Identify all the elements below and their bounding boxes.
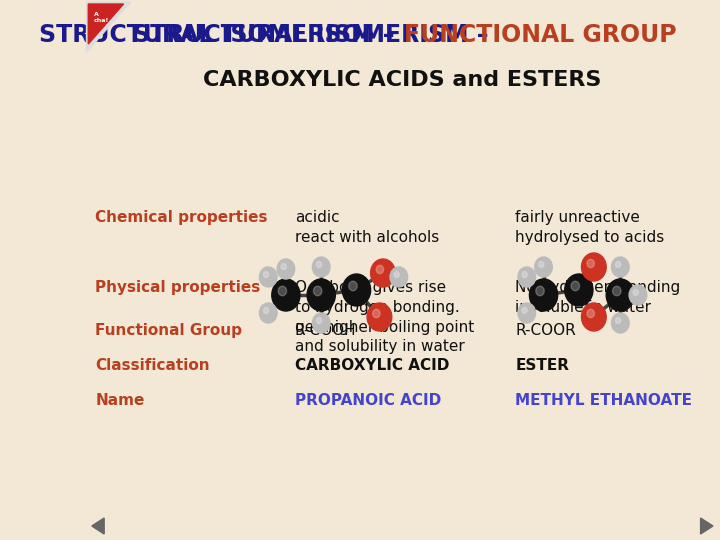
- Circle shape: [587, 309, 595, 318]
- Circle shape: [348, 281, 357, 291]
- Circle shape: [582, 303, 606, 331]
- Circle shape: [277, 259, 294, 279]
- Text: A
cha!: A cha!: [94, 12, 109, 23]
- Circle shape: [271, 279, 300, 311]
- Circle shape: [312, 313, 330, 333]
- Text: No hydrogen bonding
insoluble in water: No hydrogen bonding insoluble in water: [516, 280, 680, 315]
- Text: FUNCTIONAL GROUP: FUNCTIONAL GROUP: [404, 23, 677, 47]
- Circle shape: [616, 261, 621, 267]
- Circle shape: [367, 303, 392, 331]
- Text: R-COOR: R-COOR: [516, 323, 576, 338]
- Circle shape: [316, 261, 322, 267]
- Circle shape: [571, 281, 580, 291]
- Circle shape: [522, 307, 527, 314]
- Circle shape: [390, 267, 408, 287]
- Polygon shape: [89, 4, 124, 44]
- Circle shape: [539, 261, 544, 267]
- Circle shape: [312, 257, 330, 277]
- Text: Physical properties: Physical properties: [95, 280, 261, 295]
- Text: PROPANOIC ACID: PROPANOIC ACID: [294, 393, 441, 408]
- Circle shape: [587, 259, 595, 268]
- Circle shape: [278, 286, 287, 296]
- Circle shape: [535, 257, 552, 277]
- Circle shape: [611, 257, 629, 277]
- Circle shape: [313, 286, 322, 296]
- Circle shape: [613, 286, 621, 296]
- Text: Chemical properties: Chemical properties: [95, 210, 268, 225]
- Circle shape: [611, 313, 629, 333]
- Circle shape: [373, 309, 380, 318]
- Text: STRUCTURAL ISOMERISM –: STRUCTURAL ISOMERISM –: [133, 23, 497, 47]
- Circle shape: [316, 318, 322, 323]
- Circle shape: [518, 303, 536, 323]
- Circle shape: [606, 279, 634, 311]
- Text: METHYL ETHANOATE: METHYL ETHANOATE: [516, 393, 693, 408]
- Circle shape: [564, 274, 593, 306]
- Circle shape: [307, 279, 336, 311]
- Polygon shape: [701, 518, 713, 534]
- Text: CARBOXYLIC ACID: CARBOXYLIC ACID: [294, 358, 449, 373]
- Text: fairly unreactive
hydrolysed to acids: fairly unreactive hydrolysed to acids: [516, 210, 665, 245]
- Polygon shape: [86, 2, 130, 52]
- Circle shape: [371, 259, 395, 287]
- Text: Name: Name: [95, 393, 145, 408]
- Circle shape: [343, 274, 371, 306]
- Circle shape: [281, 264, 287, 269]
- Text: R-COOH: R-COOH: [294, 323, 356, 338]
- Text: Functional Group: Functional Group: [95, 323, 243, 338]
- Circle shape: [394, 272, 400, 278]
- Circle shape: [536, 286, 544, 296]
- Circle shape: [616, 318, 621, 323]
- Text: CARBOXYLIC ACIDS and ESTERS: CARBOXYLIC ACIDS and ESTERS: [203, 70, 602, 90]
- Circle shape: [264, 307, 269, 314]
- Text: Classification: Classification: [95, 358, 210, 373]
- Text: STRUCTURAL ISOMERISM –: STRUCTURAL ISOMERISM –: [39, 23, 402, 47]
- Circle shape: [629, 285, 647, 305]
- Circle shape: [582, 253, 606, 281]
- Circle shape: [376, 265, 384, 274]
- Circle shape: [529, 279, 558, 311]
- Text: ESTER: ESTER: [516, 358, 570, 373]
- Polygon shape: [92, 518, 104, 534]
- Text: acidic
react with alcohols: acidic react with alcohols: [294, 210, 439, 245]
- Circle shape: [259, 267, 277, 287]
- Circle shape: [264, 272, 269, 278]
- Circle shape: [518, 267, 536, 287]
- Circle shape: [633, 289, 639, 295]
- Circle shape: [522, 272, 527, 278]
- Circle shape: [259, 303, 277, 323]
- Text: O-H bond gives rise
to hydrogen bonding.
get higher boiling point
and solubility: O-H bond gives rise to hydrogen bonding.…: [294, 280, 474, 354]
